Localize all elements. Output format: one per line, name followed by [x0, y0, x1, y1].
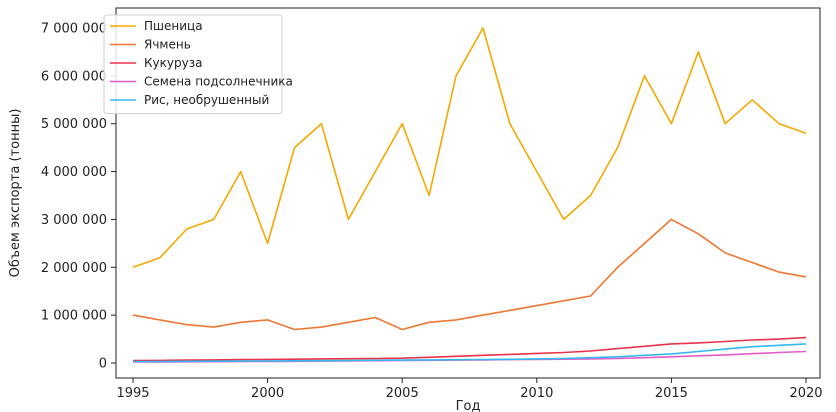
legend-box — [103, 14, 283, 114]
series-line-2 — [132, 218, 807, 331]
series-line-5 — [132, 343, 807, 363]
x-tick-label: 2020 — [789, 386, 822, 401]
x-axis: 1995 2000 2005 2010 2015 2020 — [116, 378, 823, 401]
y-tick-label: 1 000 000 — [41, 309, 107, 324]
y-tick-label: 2 000 000 — [41, 261, 107, 276]
plot-frame — [115, 7, 821, 379]
y-tick-label: 6 000 000 — [41, 69, 107, 84]
legend: Пшеница Ячмень Кукуруза Семена подсолнечник… — [103, 14, 293, 114]
series-line-1 — [132, 27, 807, 269]
y-tick-label: 0 — [99, 357, 107, 372]
legend-label: Кукуруза — [144, 56, 202, 70]
legend-label: Ячмень — [144, 38, 191, 52]
y-tick-label: 3 000 000 — [41, 213, 107, 228]
x-axis-title: Год — [456, 399, 481, 412]
x-tick-label: 2005 — [386, 386, 419, 401]
series-lines — [132, 27, 807, 363]
y-tick-label: 5 000 000 — [41, 117, 107, 132]
x-tick-label: 2015 — [655, 386, 688, 401]
y-axis-title: Объем экспорта (тонны) — [8, 109, 23, 278]
x-tick-label: 1995 — [116, 386, 149, 401]
y-tick-label: 4 000 000 — [41, 165, 107, 180]
legend-label: Пшеница — [144, 19, 203, 33]
y-tick-label: 7 000 000 — [41, 22, 107, 37]
y-axis: 0 1 000 000 2 000 000 3 000 000 4 000 000 5 0… — [41, 22, 116, 372]
legend-label: Семена подсолнечника — [144, 75, 293, 89]
x-tick-label: 2000 — [251, 386, 284, 401]
series-line-3 — [132, 336, 807, 362]
legend-label: Рис, необрушенный — [144, 93, 269, 107]
x-tick-label: 2010 — [520, 386, 553, 401]
